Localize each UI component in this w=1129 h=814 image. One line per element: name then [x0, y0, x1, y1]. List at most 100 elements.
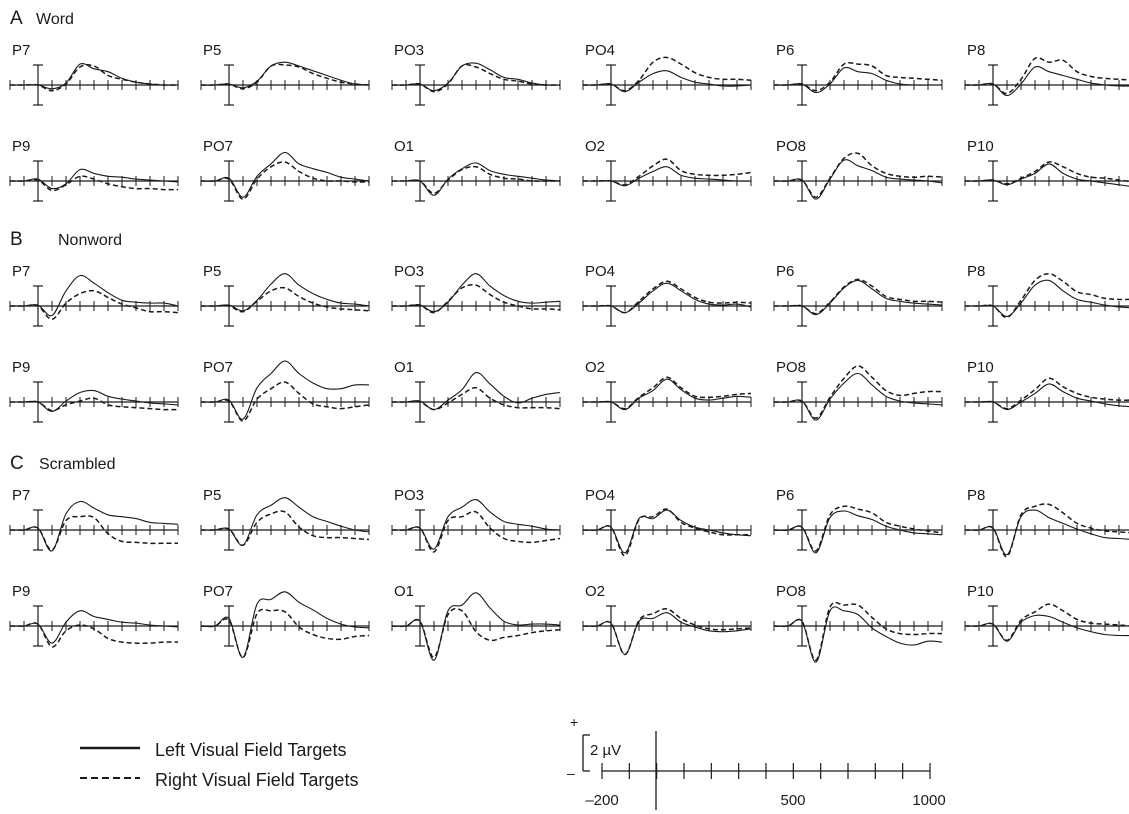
- scale-minus-sign: –: [567, 765, 575, 781]
- waveform-right-visual-field: [773, 601, 943, 661]
- waveform-right-visual-field: [964, 603, 1129, 642]
- electrode-label: P9: [12, 138, 30, 155]
- electrode-label: P10: [967, 359, 994, 376]
- waveform-left-visual-field: [9, 168, 179, 190]
- waveform-right-visual-field: [773, 365, 943, 419]
- waveform-right-visual-field: [10, 397, 179, 412]
- waveform-left-visual-field: [964, 509, 1129, 556]
- subplot-a-o2: O2: [582, 138, 752, 202]
- waveform-right-visual-field: [964, 161, 1129, 185]
- panel-condition-title: Scrambled: [39, 456, 115, 473]
- panel-c: C Scrambled P7 P5 PO3 PO4 P6 P8 P9 PO7 O1 O2 PO8 P10: [9, 453, 1129, 663]
- electrode-label: O2: [585, 583, 605, 600]
- electrode-label: P6: [776, 42, 794, 59]
- waveform-right-visual-field: [583, 280, 752, 314]
- subplot-a-p5: P5: [200, 42, 370, 106]
- electrode-label: P6: [776, 263, 794, 280]
- electrode-label: PO8: [776, 138, 806, 155]
- subplot-a-po8: PO8: [773, 138, 943, 202]
- electrode-label: PO7: [203, 138, 233, 155]
- electrode-label: O1: [394, 138, 414, 155]
- subplot-c-po3: PO3: [391, 487, 561, 553]
- electrode-label: P9: [12, 583, 30, 600]
- electrode-label: P5: [203, 263, 221, 280]
- subplot-b-p5: P5: [200, 263, 370, 327]
- subplot-a-o1: O1: [391, 138, 561, 202]
- subplot-b-po7: PO7: [200, 359, 370, 423]
- electrode-label: P10: [967, 583, 994, 600]
- scale-tick-label-start: –200: [585, 792, 618, 809]
- subplot-c-p9: P9: [9, 583, 179, 648]
- electrode-label: P7: [12, 487, 30, 504]
- subplot-b-o2: O2: [582, 359, 752, 423]
- waveform-left-visual-field: [964, 163, 1129, 187]
- panel-condition-title: Word: [36, 11, 74, 28]
- subplot-b-p6: P6: [773, 263, 943, 327]
- subplot-c-p7: P7: [9, 487, 179, 552]
- electrode-label: O2: [585, 138, 605, 155]
- panel-letter: C: [10, 453, 24, 474]
- waveform-right-visual-field: [964, 56, 1129, 95]
- waveform-left-visual-field: [391, 592, 561, 661]
- waveform-right-visual-field: [964, 503, 1129, 558]
- waveform-right-visual-field: [391, 607, 561, 659]
- electrode-label: PO4: [585, 487, 615, 504]
- waveform-right-visual-field: [582, 508, 751, 557]
- subplot-a-p7: P7: [9, 42, 179, 106]
- waveform-right-visual-field: [391, 283, 561, 314]
- scale-amplitude-label: 2 µV: [590, 742, 621, 759]
- electrode-label: P8: [967, 263, 985, 280]
- waveform-right-visual-field: [200, 510, 370, 546]
- subplot-a-p9: P9: [9, 138, 179, 202]
- scale-tick-label-end: 1000: [912, 792, 945, 809]
- waveform-right-visual-field: [774, 278, 943, 315]
- electrode-label: PO4: [585, 42, 615, 59]
- subplot-b-p8: P8: [964, 263, 1129, 327]
- electrode-label: PO7: [203, 359, 233, 376]
- waveform-left-visual-field: [964, 65, 1129, 97]
- waveform-right-visual-field: [583, 376, 752, 410]
- subplot-b-o1: O1: [391, 359, 561, 423]
- electrode-label: P8: [967, 42, 985, 59]
- electrode-label: P6: [776, 487, 794, 504]
- electrode-label: P10: [967, 138, 994, 155]
- waveform-left-visual-field: [582, 612, 752, 656]
- subplot-b-p9: P9: [9, 359, 179, 423]
- waveform-right-visual-field: [582, 158, 752, 186]
- subplot-b-p7: P7: [9, 263, 179, 327]
- legend: Left Visual Field Targets Right Visual F…: [80, 740, 358, 790]
- subplot-c-p5: P5: [200, 487, 370, 551]
- subplot-c-o2: O2: [582, 583, 752, 656]
- waveform-right-visual-field: [200, 608, 370, 659]
- subplot-c-p6: P6: [773, 487, 943, 554]
- subplot-b-po3: PO3: [391, 263, 561, 327]
- scale-ticks: [601, 763, 931, 779]
- waveform-left-visual-field: [200, 151, 370, 198]
- electrode-label: PO4: [585, 263, 615, 280]
- waveform-right-visual-field: [582, 608, 752, 656]
- waveform-right-visual-field: [200, 63, 370, 90]
- waveform-left-visual-field: [965, 383, 1129, 411]
- subplot-c-p8: P8: [964, 487, 1129, 558]
- electrode-label: P7: [12, 263, 30, 280]
- waveform-right-visual-field: [9, 515, 178, 551]
- electrode-label: PO3: [394, 42, 424, 59]
- waveform-right-visual-field: [965, 377, 1129, 410]
- waveform-left-visual-field: [200, 273, 370, 312]
- waveform-right-visual-field: [582, 56, 752, 92]
- electrode-label: O1: [394, 359, 414, 376]
- electrode-label: O1: [394, 583, 414, 600]
- waveform-right-visual-field: [201, 286, 370, 313]
- waveform-right-visual-field: [9, 175, 179, 192]
- electrode-label: PO8: [776, 359, 806, 376]
- subplot-a-p6: P6: [773, 42, 943, 106]
- waveform-right-visual-field: [200, 161, 370, 200]
- waveform-right-visual-field: [10, 64, 179, 92]
- legend-label-right: Right Visual Field Targets: [155, 770, 358, 790]
- panel-condition-title: Nonword: [58, 232, 122, 249]
- subplot-b-po8: PO8: [773, 359, 943, 423]
- subplot-c-po4: PO4: [582, 487, 752, 557]
- electrode-label: P8: [967, 487, 985, 504]
- waveform-right-visual-field: [200, 381, 370, 422]
